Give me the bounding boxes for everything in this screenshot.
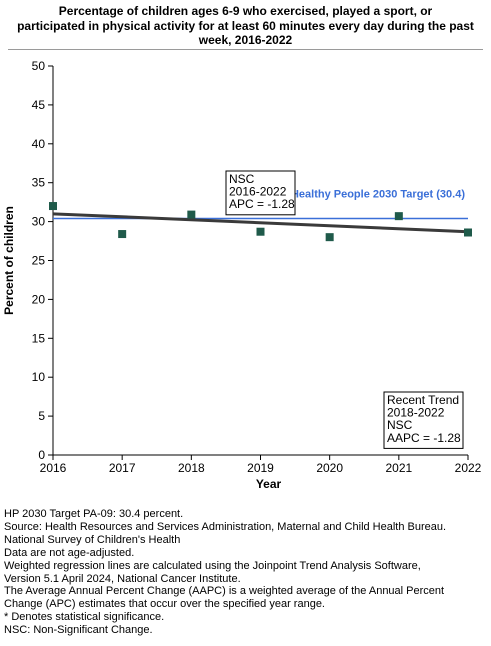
y-tick-label: 45 xyxy=(32,98,46,112)
y-tick-label: 35 xyxy=(32,176,46,190)
x-axis-ticks: 2016 2017 2018 2019 2020 2021 2022 xyxy=(40,455,482,475)
data-point xyxy=(49,202,57,211)
chart-title-line: Percentage of children ages 6-9 who exer… xyxy=(58,4,433,18)
data-points xyxy=(49,202,472,242)
footnote-line: HP 2030 Target PA-09: 30.4 percent. xyxy=(4,508,184,520)
y-tick-label: 25 xyxy=(32,254,46,268)
data-point xyxy=(256,227,265,236)
y-axis-label: Percent of children xyxy=(2,206,16,315)
footnote-line: Weighted regression lines are calculated… xyxy=(4,559,421,572)
y-axis-ticks: 0 5 10 15 20 25 30 35 40 45 50 xyxy=(32,59,53,462)
annotation-text: NSC xyxy=(387,418,413,432)
footnote-line: Source: Health Resources and Services Ad… xyxy=(4,520,447,533)
chart-title: Percentage of children ages 6-9 who exer… xyxy=(0,4,491,48)
y-tick-label: 30 xyxy=(32,215,46,229)
scatter-chart: 0 5 10 15 20 25 30 35 40 45 50 2016 2017 2018 2019 202… xyxy=(2,59,482,491)
annotation-text: Recent Trend xyxy=(387,393,459,407)
annotation-text: AAPC = -1.28 xyxy=(387,431,461,445)
footnote-line: National Survey of Children's Health xyxy=(4,533,181,546)
footnote-line: Data are not age-adjusted. xyxy=(4,546,135,559)
data-point xyxy=(464,228,472,237)
annotation-frame xyxy=(225,170,296,216)
footnote-line: The Average Annual Percent Change (AAPC)… xyxy=(4,585,445,598)
chart-title-line: participated in physical activity for at… xyxy=(17,18,474,33)
x-tick-label: 2020 xyxy=(316,461,343,475)
data-point xyxy=(394,212,403,221)
footnotes: HP 2030 Target PA-09: 30.4 percent. Sour… xyxy=(4,508,490,637)
annotation-text: 2016-2022 xyxy=(229,185,287,199)
y-tick-label: 10 xyxy=(32,370,46,384)
data-point xyxy=(118,230,127,239)
y-tick-label: 5 xyxy=(38,409,45,423)
trend-line xyxy=(52,212,469,234)
y-tick-label: 20 xyxy=(32,292,46,306)
y-tick-label: 15 xyxy=(32,331,46,345)
annotation-frame xyxy=(383,391,464,449)
y-tick-label: 0 xyxy=(38,448,45,462)
x-tick-label: 2017 xyxy=(109,461,136,475)
x-tick-label: 2021 xyxy=(385,461,412,475)
title-divider xyxy=(8,49,483,50)
footnote-line: Change (APC) estimates that occur over t… xyxy=(4,598,325,611)
annotation-text: APC = -1.28 xyxy=(229,197,295,211)
x-tick-label: 2019 xyxy=(247,461,274,475)
y-tick-label: 40 xyxy=(32,137,46,151)
footnote-line: Version 5.1 April 2024, National Cancer … xyxy=(4,572,241,585)
y-tick-label: 50 xyxy=(32,59,46,73)
x-tick-label: 2016 xyxy=(40,461,67,475)
chart-title-line: week, 2016-2022 xyxy=(198,33,293,47)
target-label: Healthy People 2030 Target (30.4) xyxy=(291,188,465,200)
x-tick-label: 2018 xyxy=(178,461,205,475)
data-point xyxy=(187,210,196,219)
x-tick-label: 2022 xyxy=(455,461,482,475)
annotation-text: 2018-2022 xyxy=(387,406,445,420)
footnote-line: * Denotes statistical significance. xyxy=(4,611,165,624)
annotation-text: NSC xyxy=(229,172,255,186)
x-axis-label: Year xyxy=(256,477,282,491)
footnote-line: NSC: Non-Significant Change. xyxy=(4,624,153,637)
data-point xyxy=(325,233,334,242)
